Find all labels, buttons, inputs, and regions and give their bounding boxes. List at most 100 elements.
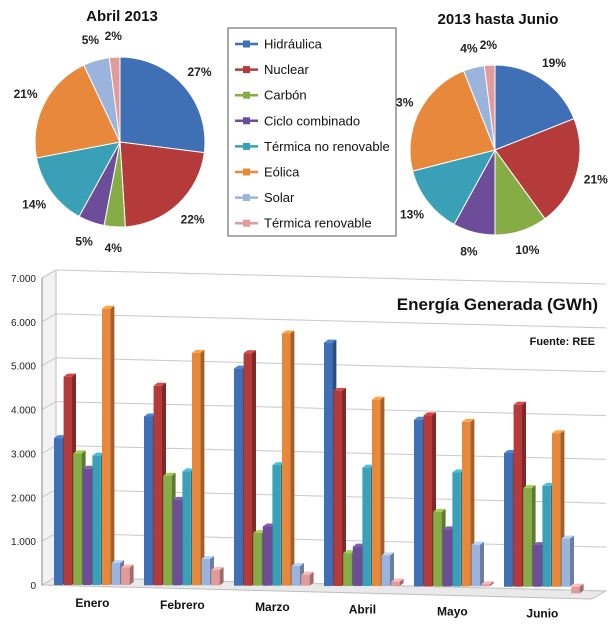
- bar-mayo-termica-renovable: [481, 584, 490, 587]
- bar-marzo-eolica: [282, 333, 291, 586]
- bar-junio-carbon: [523, 488, 532, 587]
- bar-title: Energía Generada (GWh): [397, 295, 598, 314]
- bar-top-termica-no-renovable: [542, 482, 555, 486]
- bar-enero-ciclo-combinado: [82, 468, 92, 585]
- bar-junio-hidraulica: [504, 452, 513, 587]
- bar-top-solar: [381, 552, 394, 556]
- bar-top-nuclear: [513, 401, 526, 405]
- legend-marker-termica-no-renovable: [243, 142, 250, 150]
- bar-side-eolica: [200, 349, 205, 586]
- pie1-slice-termica-no-renovable: [35, 141, 121, 218]
- bar-febrero-hidraulica: [144, 416, 153, 586]
- legend: Hidráulica Nuclear Carbón Ciclo combinado Té…: [227, 27, 397, 237]
- bar-abril-ciclo-combinado: [352, 546, 362, 587]
- bar-top-eolica: [192, 349, 205, 353]
- bar-top-termica-renovable: [391, 578, 404, 582]
- pie2-slice-termica-no-renovable: [412, 149, 496, 226]
- bar-top-hidraulica: [504, 449, 517, 453]
- pie2-slice-nuclear: [494, 118, 581, 220]
- y-tick-label: 7.000: [11, 274, 36, 285]
- bar-abril-nuclear: [333, 390, 342, 587]
- bar-top-termica-no-renovable: [272, 462, 285, 466]
- bar-top-solar: [291, 562, 304, 566]
- bar-top-solar: [201, 556, 214, 560]
- bar-marzo-ciclo-combinado: [262, 526, 272, 586]
- bar-top-hidraulica: [234, 365, 247, 369]
- bar-mayo-carbon: [433, 511, 442, 587]
- pie1-label-eolica: 21%: [14, 87, 38, 101]
- bar-abril-termica-renovable: [391, 581, 400, 587]
- x-category-enero: Enero: [75, 596, 109, 610]
- bar-top-hidraulica: [144, 413, 157, 417]
- bar-top-solar: [561, 535, 574, 539]
- pie1-label-solar: 5%: [82, 33, 100, 47]
- pie1-slice-eolica: [34, 64, 121, 159]
- legend-marker-solar: [243, 194, 250, 202]
- bar-chart: 0 1.000 2.000 3.000 4.000 5.000 6.000 7.000 Ener…: [11, 269, 608, 621]
- bar-mayo-termica-no-renovable: [452, 472, 461, 587]
- legend-label-termica-no-renovable: Térmica no renovable: [264, 139, 390, 154]
- pie2-label-hidraulica: 19%: [542, 56, 566, 70]
- bar-top-ciclo-combinado: [532, 542, 546, 546]
- bar-mayo-ciclo-combinado: [442, 529, 452, 587]
- bar-top-termica-renovable: [481, 581, 494, 585]
- y-tick-label: 0: [30, 581, 36, 592]
- legend-marker-termica-renovable: [243, 219, 250, 227]
- bar-abril-carbon: [343, 553, 352, 587]
- bar-top-termica-renovable: [121, 564, 134, 568]
- pie-2013-to-june: 19%21%10%8%13%23%4% 2%: [389, 38, 608, 259]
- bar-top-carbon: [433, 508, 446, 512]
- y-tick-label: 1.000: [11, 537, 36, 548]
- pie-april-2013: 27% 22% 4% 5% 14% 21% 5% 2%: [14, 29, 212, 255]
- legend-marker-eolica: [243, 168, 250, 176]
- bar-side-eolica: [110, 305, 115, 585]
- pie1-label-termica-renovable: 2%: [105, 29, 123, 43]
- legend-box: [227, 27, 397, 237]
- gridline: [55, 313, 607, 329]
- legend-label-carbon: Carbón: [264, 88, 307, 103]
- bar-junio-termica-no-renovable: [542, 485, 551, 587]
- gridline-depth: [41, 269, 57, 279]
- bar-side-termica-renovable: [309, 571, 314, 586]
- bar-top-ciclo-combinado: [172, 496, 186, 500]
- bar-febrero-eolica: [192, 352, 201, 586]
- bar-side-termica-renovable: [579, 583, 584, 594]
- bar-side-termica-renovable: [399, 578, 404, 587]
- bar-mayo-eolica: [462, 421, 471, 587]
- pie1-slice-nuclear: [119, 141, 205, 228]
- bar-top-nuclear: [423, 412, 436, 416]
- bar-top-eolica: [372, 396, 385, 400]
- bar-febrero-carbon: [163, 475, 172, 586]
- pie1-slice-hidraulica: [119, 56, 206, 154]
- bar-marzo-nuclear: [243, 353, 252, 586]
- bar-side-nuclear: [252, 350, 256, 586]
- bar-marzo-hidraulica: [234, 368, 243, 586]
- bar-enero-hidraulica: [54, 438, 63, 585]
- bar-junio-ciclo-combinado: [532, 545, 542, 587]
- bar-enero-termica-renovable: [121, 567, 130, 585]
- gridline-depth: [41, 532, 57, 542]
- bar-marzo-carbon: [253, 533, 262, 586]
- bar-top-termica-no-renovable: [452, 469, 465, 473]
- bar-abril-termica-no-renovable: [362, 467, 371, 587]
- pie2-slice-termica-renovable: [483, 64, 496, 151]
- bar-junio-eolica: [552, 433, 561, 587]
- bar-marzo-termica-renovable: [301, 574, 310, 586]
- bar-top-ciclo-combinado: [352, 543, 366, 547]
- bar-top-nuclear: [63, 373, 76, 377]
- gridline-depth: [41, 576, 57, 586]
- gridline-depth: [41, 357, 57, 367]
- bar-enero-eolica: [102, 308, 111, 585]
- y-tick-label: 4.000: [11, 406, 36, 417]
- bar-mayo-solar: [471, 544, 480, 587]
- bar-top-eolica: [282, 330, 295, 334]
- legend-label-nuclear: Nuclear: [264, 62, 309, 77]
- bar-top-termica-renovable: [211, 567, 224, 570]
- bar-abril-hidraulica: [324, 342, 333, 587]
- bar-top-ciclo-combinado: [82, 465, 96, 469]
- bar-enero-carbon: [73, 453, 82, 585]
- pie1-label-carbon: 4%: [105, 241, 123, 255]
- bar-top-carbon: [343, 550, 356, 554]
- gridline-depth: [41, 401, 57, 411]
